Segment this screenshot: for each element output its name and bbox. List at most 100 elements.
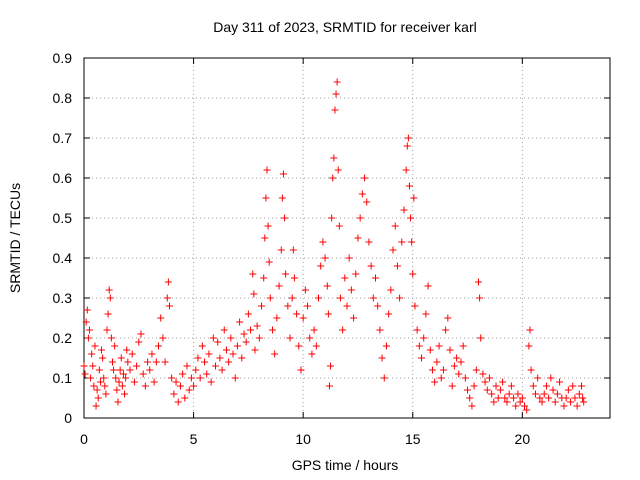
data-point xyxy=(529,382,537,390)
y-tick-label: 0.7 xyxy=(53,130,73,146)
data-point xyxy=(111,342,119,350)
data-point xyxy=(580,398,588,406)
data-point xyxy=(402,166,410,174)
data-point xyxy=(279,170,287,178)
data-point xyxy=(418,354,426,362)
data-point xyxy=(209,334,217,342)
data-point xyxy=(426,346,434,354)
data-point xyxy=(380,374,388,382)
data-point xyxy=(579,394,587,402)
data-point xyxy=(409,270,417,278)
data-point xyxy=(483,386,491,394)
data-point xyxy=(231,374,239,382)
data-point xyxy=(192,366,200,374)
data-point xyxy=(578,382,586,390)
data-point xyxy=(470,382,478,390)
data-point xyxy=(90,382,98,390)
data-point xyxy=(560,402,568,410)
data-point xyxy=(448,382,456,390)
data-point xyxy=(119,370,127,378)
data-point xyxy=(123,346,131,354)
data-point xyxy=(400,206,408,214)
data-point xyxy=(352,270,360,278)
data-point xyxy=(306,334,314,342)
axis-ticks: 0 0.1 0.2 0.3 0.4 0.5 0.6 0.7 0.8 0.9 0 5 10 15 20 xyxy=(53,50,610,447)
data-point xyxy=(367,262,375,270)
data-point xyxy=(363,198,371,206)
data-point xyxy=(130,378,138,386)
data-point xyxy=(207,378,215,386)
grid xyxy=(84,58,610,418)
data-point xyxy=(222,346,230,354)
data-point xyxy=(331,106,339,114)
data-point xyxy=(488,390,496,398)
data-point xyxy=(157,314,165,322)
data-point xyxy=(84,334,92,342)
data-point xyxy=(387,286,395,294)
data-point xyxy=(536,394,544,402)
data-point xyxy=(327,362,335,370)
data-point xyxy=(126,366,134,374)
data-point xyxy=(385,310,393,318)
data-point xyxy=(172,378,180,386)
data-point xyxy=(289,246,297,254)
data-point xyxy=(81,370,89,378)
data-point xyxy=(137,330,145,338)
chart-title: Day 311 of 2023, SRMTID for receiver kar… xyxy=(213,19,477,35)
data-point xyxy=(114,398,122,406)
data-point xyxy=(485,374,493,382)
data-point xyxy=(446,346,454,354)
x-axis-label: GPS time / hours xyxy=(292,457,399,473)
data-point xyxy=(512,402,520,410)
data-point xyxy=(212,362,219,370)
data-point xyxy=(159,334,167,342)
data-point xyxy=(290,274,298,282)
data-point xyxy=(117,354,125,362)
y-tick-label: 0.6 xyxy=(53,170,73,186)
y-tick-label: 0.5 xyxy=(53,210,73,226)
data-point xyxy=(139,370,147,378)
data-point xyxy=(371,274,379,282)
x-tick-label: 10 xyxy=(295,431,311,447)
data-point xyxy=(453,354,461,362)
data-point xyxy=(124,358,132,366)
y-axis-label: SRMTID / TECUs xyxy=(7,183,23,293)
data-point xyxy=(288,294,296,302)
data-point xyxy=(141,382,149,390)
data-point xyxy=(187,374,195,382)
data-point xyxy=(308,350,316,358)
data-point xyxy=(315,294,323,302)
data-point xyxy=(526,326,534,334)
data-point xyxy=(99,354,107,362)
data-point xyxy=(220,326,228,334)
data-point xyxy=(297,366,305,374)
data-point xyxy=(354,234,362,242)
data-point xyxy=(334,166,342,174)
data-point xyxy=(242,338,250,346)
data-point xyxy=(439,366,447,374)
data-point xyxy=(476,294,484,302)
data-point xyxy=(92,402,100,410)
data-point xyxy=(203,370,211,378)
data-point xyxy=(93,386,101,394)
data-point xyxy=(477,334,485,342)
data-point xyxy=(310,326,318,334)
data-point xyxy=(396,294,404,302)
data-point xyxy=(183,362,191,370)
data-point xyxy=(330,154,338,162)
data-point xyxy=(116,366,124,374)
data-point xyxy=(431,378,439,386)
data-point xyxy=(350,314,358,322)
data-point xyxy=(268,326,276,334)
data-point xyxy=(339,326,347,334)
data-point xyxy=(569,382,577,390)
data-point xyxy=(89,362,97,370)
data-point xyxy=(345,254,353,262)
data-point xyxy=(168,374,176,382)
data-point xyxy=(525,342,533,350)
data-point xyxy=(115,378,123,386)
data-point xyxy=(112,374,120,382)
y-tick-label: 0.3 xyxy=(53,290,73,306)
data-point xyxy=(391,222,399,230)
data-point xyxy=(251,346,259,354)
